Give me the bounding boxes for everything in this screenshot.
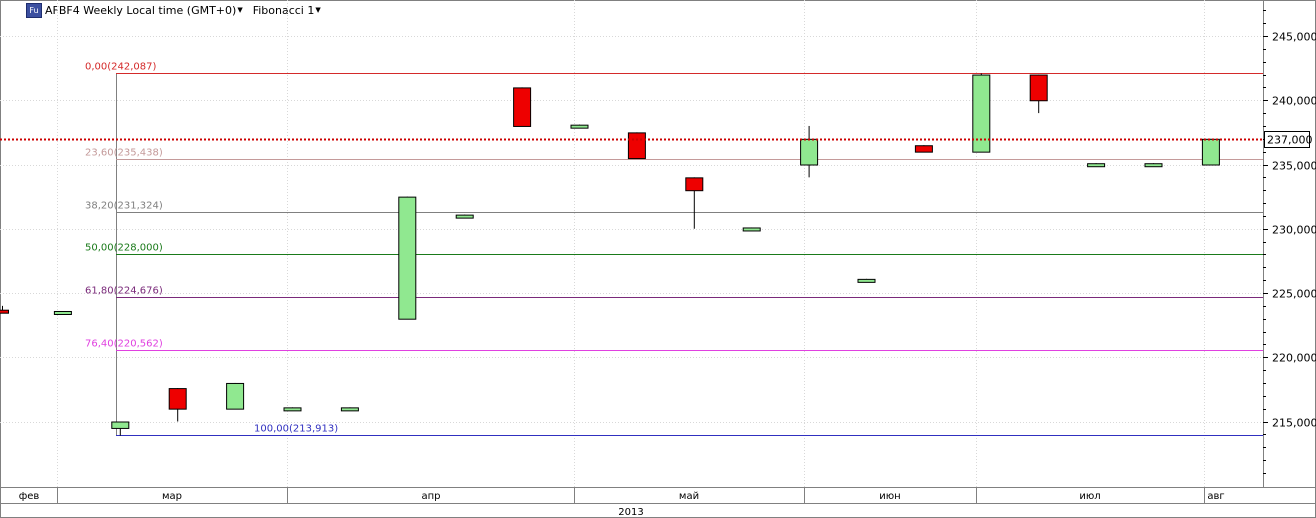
- candle: [1029, 74, 1048, 114]
- candle: [111, 421, 130, 436]
- candle: [1144, 163, 1163, 168]
- x-year-label: 2013: [618, 507, 643, 518]
- fib-level-label: 0,00(242,087): [85, 62, 157, 73]
- candle-body: [1029, 74, 1048, 102]
- fib-level-label: 50,00(228,000): [85, 243, 163, 254]
- candle-body: [513, 87, 532, 127]
- y-tick-label: 220,000: [1272, 352, 1316, 365]
- candle: [914, 145, 933, 153]
- fib-level-label: 100,00(213,913): [254, 424, 338, 435]
- candle-body: [1087, 163, 1106, 168]
- candle: [627, 132, 646, 160]
- candle-body: [1144, 163, 1163, 168]
- candle: [857, 278, 876, 283]
- candle-body: [914, 145, 933, 153]
- y-tick-label: 225,000: [1272, 288, 1316, 301]
- candle-body: [111, 421, 130, 429]
- candle: [513, 87, 532, 127]
- candle: [168, 388, 187, 422]
- candle: [226, 382, 245, 410]
- y-tick-label: 245,000: [1272, 31, 1316, 44]
- y-tick-label: 230,000: [1272, 224, 1316, 237]
- y-tick-label: 215,000: [1272, 417, 1316, 430]
- fib-level-label: 38,20(231,324): [85, 201, 163, 212]
- candle: [685, 177, 704, 229]
- candle: [1087, 163, 1106, 168]
- candle-body: [226, 382, 245, 410]
- candle-body: [972, 74, 991, 153]
- x-month-label: авг: [1207, 491, 1224, 502]
- candle-body: [1201, 138, 1220, 166]
- candle: [800, 125, 819, 178]
- chart-title[interactable]: AFBF4 Weekly Local time (GMT+0): [45, 3, 237, 17]
- candle: [570, 124, 589, 129]
- candle-body: [742, 227, 761, 232]
- title-dropdown-icon[interactable]: ▼: [237, 6, 243, 14]
- x-month-label: фев: [19, 491, 40, 502]
- y-tick-label: 240,000: [1272, 95, 1316, 108]
- fib-level-label: 76,40(220,562): [85, 339, 163, 350]
- current-price-tag: [1264, 131, 1310, 148]
- candle: [0, 305, 9, 314]
- candle: [283, 407, 302, 412]
- candle-body: [53, 310, 72, 315]
- x-month-label: апр: [421, 491, 440, 502]
- indicator-dropdown-icon[interactable]: ▼: [315, 6, 321, 14]
- candle-body: [0, 309, 9, 314]
- fib-level-label: 61,80(224,676): [85, 286, 163, 297]
- x-month-label: мар: [162, 491, 182, 502]
- candle-body: [455, 214, 474, 219]
- candle-body: [340, 407, 359, 412]
- candle: [1201, 138, 1220, 166]
- x-month-label: июн: [879, 491, 900, 502]
- x-month-label: май: [679, 491, 699, 502]
- instrument-badge[interactable]: Fu: [26, 2, 42, 18]
- candle-body: [398, 196, 417, 320]
- candle-body: [857, 278, 876, 283]
- candle-body: [283, 407, 302, 412]
- candle-body: [800, 138, 819, 166]
- candle-body: [570, 124, 589, 129]
- candle-body: [168, 388, 187, 410]
- candle-body: [627, 132, 646, 160]
- candle: [53, 310, 72, 315]
- candle: [398, 196, 417, 320]
- x-month-label: июл: [1079, 491, 1100, 502]
- candle: [340, 407, 359, 412]
- candle: [455, 214, 474, 219]
- y-tick-label: 235,000: [1272, 160, 1316, 173]
- candle-body: [685, 177, 704, 192]
- fib-level-label: 23,60(235,438): [85, 148, 163, 159]
- indicator-label[interactable]: Fibonacci 1: [252, 3, 315, 17]
- candle: [742, 227, 761, 232]
- current-price-label: 237,000: [1267, 134, 1313, 147]
- chart-header: Fu AFBF4 Weekly Local time (GMT+0) ▼ Fib…: [26, 2, 331, 18]
